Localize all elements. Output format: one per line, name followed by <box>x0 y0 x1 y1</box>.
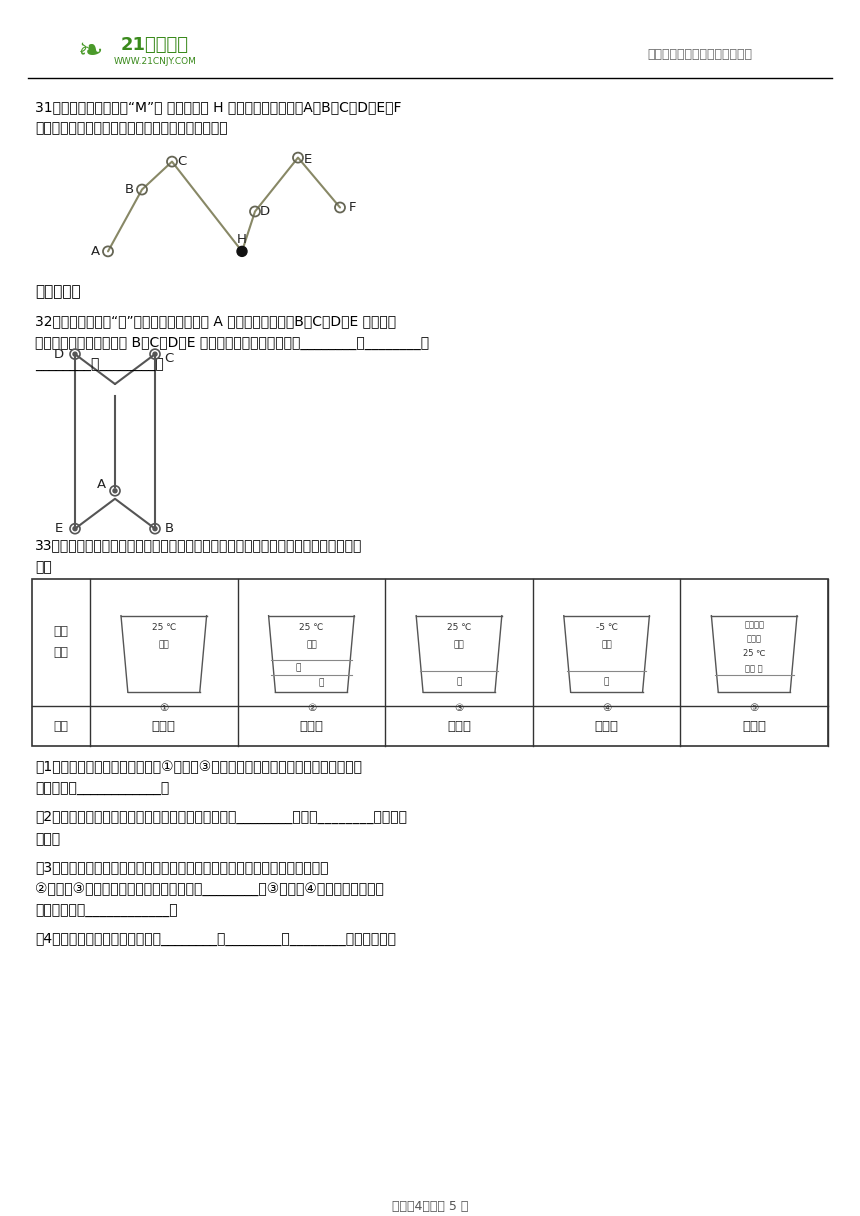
Text: 未发芽: 未发芽 <box>299 720 323 733</box>
Text: 25 ℃: 25 ℃ <box>151 623 176 631</box>
Text: D: D <box>54 348 64 361</box>
Text: 发芽了: 发芽了 <box>742 720 766 733</box>
Text: 水: 水 <box>604 677 609 686</box>
Text: 中小学教育资源及组卷应用平台: 中小学教育资源及组卷应用平台 <box>648 49 752 61</box>
Text: 空气: 空气 <box>453 641 464 649</box>
Text: 油: 油 <box>296 663 301 672</box>
Text: ________、________。: ________、________。 <box>35 359 163 372</box>
Text: 25 ℃: 25 ℃ <box>743 649 765 659</box>
Text: H: H <box>237 233 247 246</box>
Circle shape <box>153 353 157 356</box>
Circle shape <box>73 353 77 356</box>
Text: 放入无光: 放入无光 <box>744 620 765 630</box>
Text: 33．下表是某实验小组为了探究绿豆种子发芽的条件做的实验记录，请观察表格回答问: 33．下表是某实验小组为了探究绿豆种子发芽的条件做的实验记录，请观察表格回答问 <box>35 539 362 553</box>
Text: （4）经过我们的研究可以得出：________、________、________是种子发芽的: （4）经过我们的研究可以得出：________、________、_______… <box>35 931 396 946</box>
Text: 未发芽: 未发芽 <box>594 720 618 733</box>
Text: E: E <box>55 522 63 535</box>
Text: D: D <box>260 206 270 218</box>
Bar <box>32 579 828 747</box>
Text: 32．如图是一条呢“中”形的铁环。如果在点 A 处用酒精灯加热，B、C、D、E 各点上的: 32．如图是一条呢“中”形的铁环。如果在点 A 处用酒精灯加热，B、C、D、E … <box>35 314 396 328</box>
Text: 探究。: 探究。 <box>35 832 60 846</box>
Text: ②: ② <box>307 703 316 714</box>
Text: 21世纪教育: 21世纪教育 <box>121 36 189 54</box>
Text: 空气: 空气 <box>601 641 612 649</box>
Circle shape <box>237 247 247 257</box>
Text: 试卷第4页，共 5 页: 试卷第4页，共 5 页 <box>392 1200 468 1214</box>
Text: 25 ℃: 25 ℃ <box>299 623 323 631</box>
Text: 筱子里: 筱子里 <box>746 635 762 643</box>
Text: ❧: ❧ <box>77 38 102 67</box>
Text: B: B <box>125 184 133 196</box>
Text: 结果: 结果 <box>53 720 69 733</box>
Text: （1）小组中的果果选择了图中的①号杯和③号杯进行对比实验，她想研究的是种子发: （1）小组中的果果选择了图中的①号杯和③号杯进行对比实验，她想研究的是种子发 <box>35 760 362 775</box>
Text: 未发芽: 未发芽 <box>152 720 175 733</box>
Circle shape <box>73 527 77 530</box>
Text: 蜡油会先后燕化。请写出 B、C、D、E 各点蜡油燕化的先后顺序。________、________、: 蜡油会先后燕化。请写出 B、C、D、E 各点蜡油燕化的先后顺序。________… <box>35 336 429 350</box>
Text: 芽是否需要____________。: 芽是否需要____________。 <box>35 782 169 796</box>
Text: （2）贝贝想研究种子发芽是否需要阳光，她应该选择________号杯和________号杯进行: （2）贝贝想研究种子发芽是否需要阳光，她应该选择________号杯和_____… <box>35 810 407 824</box>
Text: A: A <box>96 478 106 491</box>
Text: （3）上述实验中，除了贝贝和果果所研究的条件外，还可以研究其他的条件。: （3）上述实验中，除了贝贝和果果所研究的条件外，还可以研究其他的条件。 <box>35 860 329 874</box>
Circle shape <box>153 527 157 530</box>
Text: E: E <box>304 153 312 167</box>
Text: 31．如图所示是一条呢“M”形 的铁丝，在 H 点处用酒精灯加热，A、B、C、D、E、F: 31．如图所示是一条呢“M”形 的铁丝，在 H 点处用酒精灯加热，A、B、C、D… <box>35 100 402 114</box>
Text: WWW.21CNJY.COM: WWW.21CNJY.COM <box>114 57 196 67</box>
Text: B: B <box>164 522 174 535</box>
Text: 发芽是否需要____________。: 发芽是否需要____________。 <box>35 903 178 918</box>
Text: 实验
方法: 实验 方法 <box>53 625 69 659</box>
Text: 题。: 题。 <box>35 561 52 575</box>
Text: 空气: 空气 <box>158 641 169 649</box>
Text: 空气: 空气 <box>306 641 316 649</box>
Text: C: C <box>177 156 187 168</box>
Text: 水: 水 <box>318 679 323 687</box>
Text: A: A <box>90 244 100 258</box>
Text: ⑤: ⑤ <box>750 703 759 714</box>
Text: ④: ④ <box>602 703 611 714</box>
Text: ②号杯和③号杯可以研究种子发芽是否需要________；③号杯和④号杯可以研究种子: ②号杯和③号杯可以研究种子发芽是否需要________；③号杯和④号杯可以研究种… <box>35 882 384 896</box>
Text: F: F <box>348 201 356 214</box>
Text: ①: ① <box>159 703 169 714</box>
Text: 各点上的蜡会先后燕化，请写出各点蜡燕化的顺序。: 各点上的蜡会先后燕化，请写出各点蜡燕化的顺序。 <box>35 122 228 136</box>
Text: -5 ℃: -5 ℃ <box>596 623 617 631</box>
Text: C: C <box>164 351 174 365</box>
Text: 发芽了: 发芽了 <box>447 720 471 733</box>
Circle shape <box>113 489 117 492</box>
Text: 空气 水: 空气 水 <box>746 665 763 674</box>
Text: ③: ③ <box>454 703 464 714</box>
Text: 水: 水 <box>457 677 462 686</box>
Text: 25 ℃: 25 ℃ <box>447 623 471 631</box>
Text: 七、实验题: 七、实验题 <box>35 285 81 299</box>
